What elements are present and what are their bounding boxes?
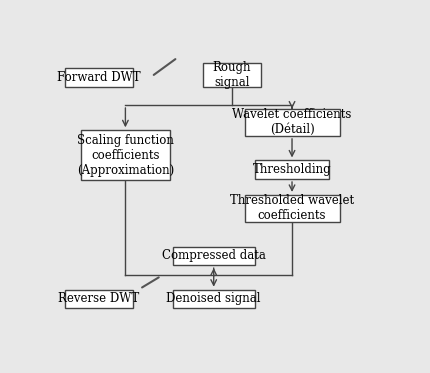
Text: Denoised signal: Denoised signal [166, 292, 261, 305]
FancyBboxPatch shape [255, 160, 329, 179]
FancyBboxPatch shape [81, 130, 169, 181]
FancyBboxPatch shape [203, 63, 261, 87]
Text: Wavelet coefficients
(Détail): Wavelet coefficients (Détail) [232, 108, 352, 136]
Text: Reverse DWT: Reverse DWT [58, 292, 139, 305]
FancyBboxPatch shape [245, 109, 340, 136]
Text: Forward DWT: Forward DWT [57, 71, 141, 84]
FancyBboxPatch shape [173, 247, 255, 265]
FancyBboxPatch shape [64, 69, 133, 87]
Text: Rough
signal: Rough signal [213, 61, 251, 89]
FancyBboxPatch shape [64, 289, 133, 308]
Text: Compressed data: Compressed data [162, 250, 266, 262]
FancyBboxPatch shape [245, 195, 340, 222]
Text: Thresholding: Thresholding [253, 163, 332, 176]
Text: Scaling function
coefficients
(Approximation): Scaling function coefficients (Approxima… [77, 134, 174, 177]
FancyBboxPatch shape [173, 289, 255, 308]
Text: Thresholded wavelet
coefficients: Thresholded wavelet coefficients [230, 194, 354, 222]
